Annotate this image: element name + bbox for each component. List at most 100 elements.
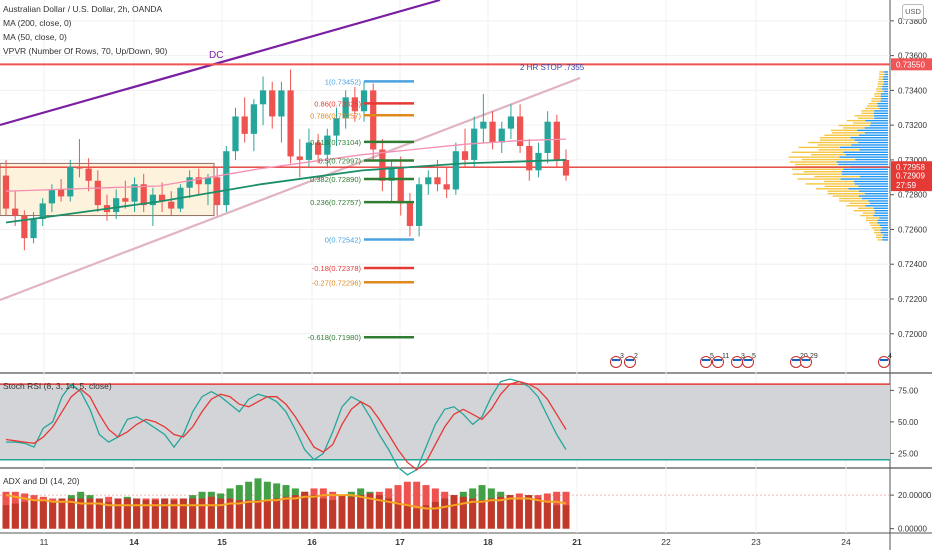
- volume-profile-bar: [816, 188, 849, 190]
- volume-profile-bar: [854, 115, 875, 117]
- volume-profile-bar: [874, 209, 888, 212]
- candle-body: [259, 90, 267, 105]
- candle-body: [204, 177, 212, 185]
- adx-y-tick-label: 0.00000: [898, 525, 927, 534]
- candle-body: [287, 90, 294, 157]
- price-tag-label: 0.73550: [896, 60, 925, 69]
- y-tick-label: 0.72000: [898, 330, 927, 339]
- ma50-line: [5, 138, 567, 192]
- volume-profile-bar: [874, 115, 888, 117]
- economic-event-icon: [702, 359, 710, 361]
- volume-profile-bar: [843, 151, 888, 153]
- volume-profile-bar: [849, 202, 870, 205]
- volume-profile-bar: [869, 124, 888, 127]
- y-tick-label: 0.72600: [898, 225, 927, 234]
- fib-level-label: 0.382(0.72890): [310, 175, 361, 184]
- di-bar: [245, 500, 253, 529]
- candle-body: [149, 194, 157, 206]
- candle-body: [425, 177, 432, 185]
- candle-body: [21, 215, 28, 239]
- volume-profile-bar: [841, 173, 888, 175]
- candle-body: [370, 90, 377, 150]
- volume-profile-bar: [879, 217, 888, 219]
- di-bar: [95, 498, 103, 529]
- volume-profile-bar: [861, 197, 888, 200]
- volume-profile-bar: [858, 195, 888, 197]
- di-bar: [450, 495, 458, 529]
- candle-body: [48, 189, 56, 204]
- fib-level-label: 0.86(0.73325): [314, 99, 361, 108]
- volume-profile-bar: [877, 85, 883, 88]
- volume-profile-bar: [877, 239, 883, 241]
- di-bar: [151, 500, 159, 529]
- volume-profile-bar: [811, 154, 846, 156]
- fib-level-label: 1(0.73452): [325, 77, 362, 86]
- candle-body: [186, 177, 193, 188]
- fib-level-label: 0.5(0.72997): [318, 156, 361, 165]
- candle-body: [351, 97, 358, 112]
- volume-profile-bar: [832, 195, 859, 197]
- di-bar: [291, 495, 299, 529]
- di-bar: [347, 496, 355, 529]
- volume-profile-bar: [852, 122, 871, 124]
- di-bar: [198, 498, 206, 529]
- di-bar: [179, 498, 187, 529]
- economic-event-count: 4: [888, 353, 892, 360]
- candle-body: [443, 184, 450, 190]
- economic-event-icon: [744, 359, 752, 361]
- di-bar: [30, 500, 38, 529]
- stoch-rsi-title[interactable]: Stoch RSI (8, 3, 14, 5, close): [3, 381, 112, 391]
- symbol-title[interactable]: Australian Dollar / U.S. Dollar, 2h, OAN…: [3, 4, 163, 14]
- candle-body: [140, 184, 147, 206]
- x-tick-label: 14: [129, 537, 139, 547]
- di-bar: [207, 496, 215, 529]
- indicator-ma200[interactable]: MA (200, close, 0): [3, 18, 72, 28]
- volume-profile-bar: [792, 173, 842, 175]
- volume-profile-bar: [883, 71, 888, 73]
- economic-event-count: 3: [741, 353, 745, 360]
- candle-body: [333, 118, 340, 136]
- candle-body: [553, 121, 560, 160]
- fib-level-label: -0.618(0.71980): [308, 333, 362, 342]
- candle-body: [415, 184, 423, 226]
- di-bar: [459, 496, 467, 529]
- di-bar: [21, 501, 29, 529]
- indicator-ma50[interactable]: MA (50, close, 0): [3, 32, 67, 42]
- volume-profile-bar: [823, 180, 854, 183]
- volume-profile-bar: [882, 239, 888, 241]
- currency-badge[interactable]: USD: [902, 4, 924, 20]
- indicator-vpvr[interactable]: VPVR (Number Of Rows, 70, Up/Down, 90): [3, 46, 168, 56]
- price-tag-label: 27:59: [896, 181, 917, 190]
- volume-profile-bar: [870, 122, 888, 124]
- di-bar: [310, 495, 318, 529]
- volume-profile-bar: [877, 102, 888, 105]
- volume-profile-bar: [857, 117, 875, 119]
- y-tick-label: 0.73000: [898, 156, 927, 165]
- candle-body: [232, 116, 239, 152]
- y-tick-label: 0.73800: [898, 17, 927, 26]
- volume-profile-bar: [789, 161, 837, 163]
- volume-profile-bar: [839, 200, 869, 202]
- candle-body: [250, 104, 257, 134]
- volume-profile-bar: [874, 212, 888, 214]
- volume-profile-bar: [862, 212, 875, 214]
- volume-profile-bar: [875, 236, 883, 239]
- di-bar: [441, 498, 449, 529]
- candle-body: [158, 194, 166, 202]
- adx-title[interactable]: ADX and DI (14, 20): [3, 476, 80, 486]
- candle-body: [507, 116, 515, 129]
- volume-profile-bar: [824, 134, 859, 136]
- volume-profile-bar: [831, 132, 865, 134]
- volume-profile-bar: [877, 219, 888, 222]
- volume-profile-bar: [843, 127, 865, 129]
- fib-level-label: 0.236(0.72757): [310, 198, 361, 207]
- dc-label: DC: [209, 50, 223, 61]
- candle-body: [305, 142, 313, 160]
- volume-profile-bar: [848, 188, 888, 190]
- di-bar: [142, 500, 150, 529]
- y-tick-label: 0.73600: [898, 52, 927, 61]
- x-tick-label: 11: [40, 537, 49, 547]
- y-tick-label: 0.73400: [898, 86, 927, 95]
- volume-profile-bar: [873, 229, 881, 231]
